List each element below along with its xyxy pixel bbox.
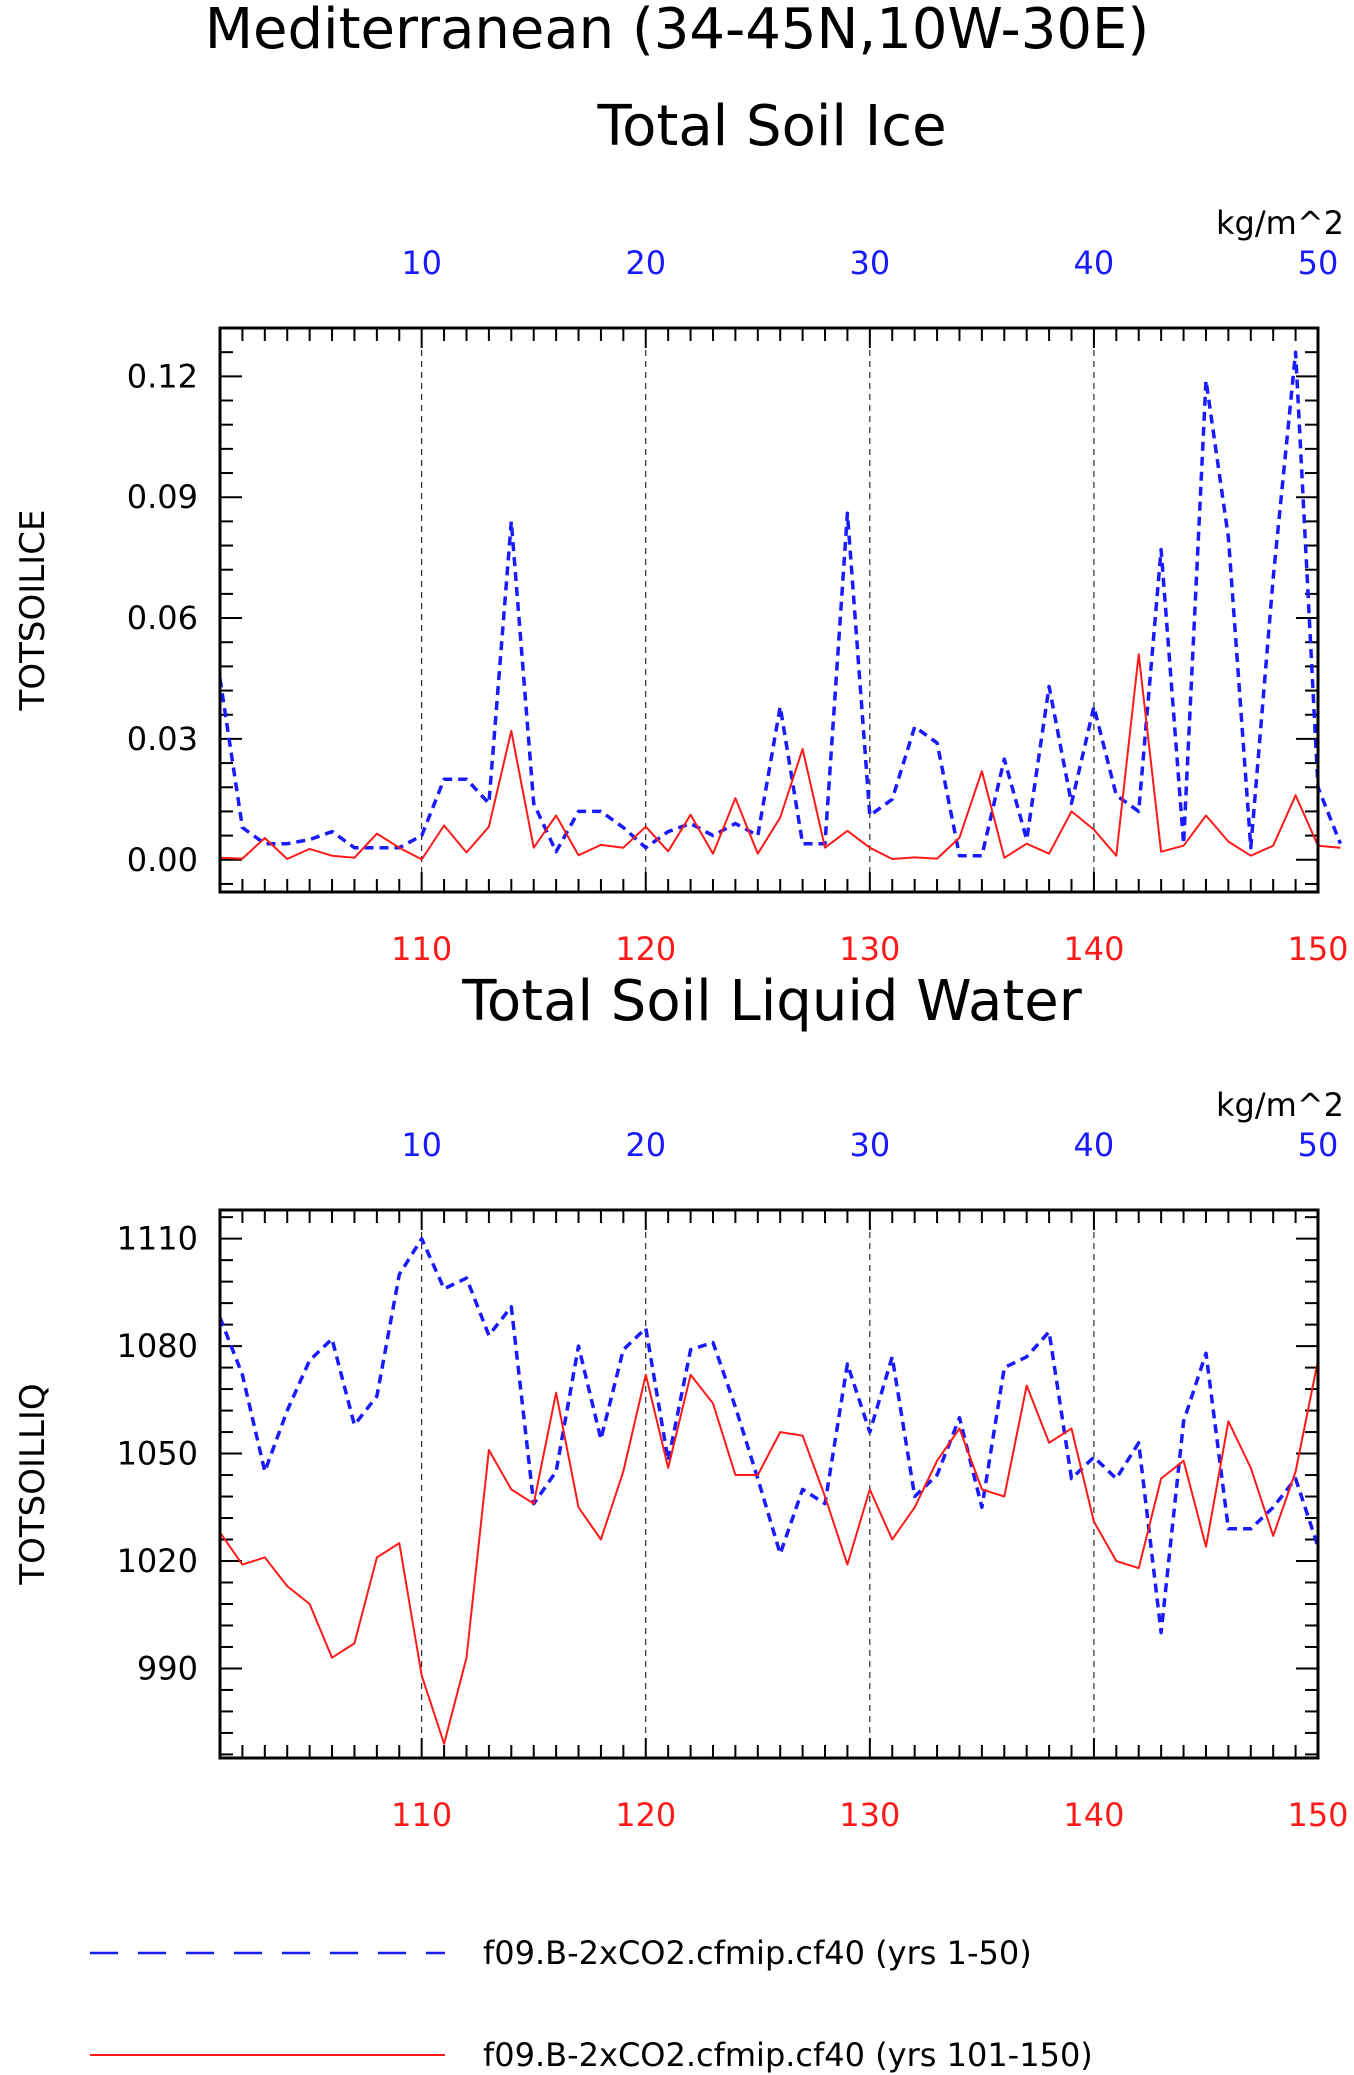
panel2-title: Total Soil Liquid Water [461,969,1083,1034]
x-tick-label-top: 10 [401,1126,442,1164]
y-tick-label: 1080 [117,1327,198,1365]
x-tick-label-top: 30 [849,1126,890,1164]
x-tick-label-top: 50 [1298,244,1339,282]
figure-title: Mediterranean (34-45N,10W-30E) [205,0,1150,62]
units-label: kg/m^2 [1216,204,1344,242]
y-axis-label: TOTSOILICE [13,510,53,712]
x-tick-label-bottom: 110 [391,1796,452,1834]
series-line-yrs-1-50 [218,1236,1320,1635]
y-tick-label: 990 [137,1649,198,1687]
x-tick-label-bottom: 120 [615,930,676,968]
x-tick-label-bottom: 130 [839,1796,900,1834]
series-line-yrs-101-150 [219,1360,1319,1745]
panel-soil-ice: 0.00 0.03 0.06 0.09 0.12 10 20 30 40 50 110 120 130 1… [13,204,1349,968]
x-tick-label-top: 10 [401,244,442,282]
x-tick-label-bottom: 150 [1287,1796,1348,1834]
units-label: kg/m^2 [1216,1086,1344,1124]
x-tick-label-bottom: 130 [839,930,900,968]
x-tick-label-top: 20 [625,1126,666,1164]
panel1-title: Total Soil Ice [596,94,946,159]
series-line-yrs-1-50 [218,350,1343,858]
y-tick-label: 1110 [117,1220,198,1258]
x-tick-label-bottom: 140 [1063,1796,1124,1834]
y-tick-label: 1050 [117,1435,198,1473]
legend-label-series1: f09.B-2xCO2.cfmip.cf40 (yrs 1-50) [483,1934,1032,1972]
y-tick-label: 1020 [117,1542,198,1580]
x-tick-label-bottom: 110 [391,930,452,968]
y-tick-label: 0.09 [127,478,198,516]
legend: f09.B-2xCO2.cfmip.cf40 (yrs 1-50) f09.B-… [90,1934,1093,2074]
y-tick-label: 0.00 [127,841,198,879]
y-tick-label: 0.03 [127,720,198,758]
plot-frame [218,326,1320,894]
y-tick-label: 0.12 [127,357,198,395]
y-tick-label: 0.06 [127,599,198,637]
plot-frame [218,1208,1320,1760]
x-tick-label-top: 20 [625,244,666,282]
x-tick-label-bottom: 120 [615,1796,676,1834]
x-tick-label-bottom: 140 [1063,930,1124,968]
y-axis-label: TOTSOILLIQ [13,1383,53,1585]
x-tick-label-bottom: 150 [1287,930,1348,968]
x-tick-label-top: 30 [849,244,890,282]
x-tick-label-top: 50 [1298,1126,1339,1164]
series-line-yrs-101-150 [219,653,1341,861]
legend-label-series2: f09.B-2xCO2.cfmip.cf40 (yrs 101-150) [483,2036,1093,2074]
x-tick-label-top: 40 [1074,1126,1115,1164]
x-tick-label-top: 40 [1074,244,1115,282]
